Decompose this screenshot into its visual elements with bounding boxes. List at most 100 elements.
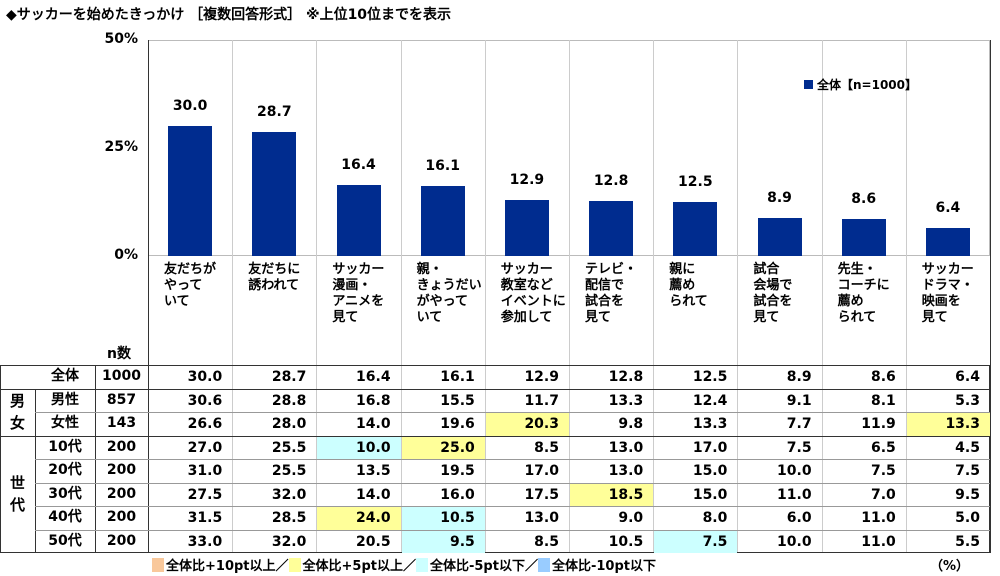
group-label: 男 女 [9,392,25,432]
n-value: 1000 [102,368,141,384]
table-cell: 11.0 [861,510,896,526]
footer-legend-item: 全体比-5pt以下／ [415,555,538,574]
table-cell: 31.5 [187,510,223,526]
table-cell: 11.0 [861,533,896,550]
table-cell: 26.6 [187,416,223,432]
row-label: 男性 [51,391,79,408]
table-cell: 6.5 [870,439,896,456]
table-cell: 15.5 [440,392,475,409]
category-label: 親に 薦め られて [669,262,708,309]
data-label: 16.1 [425,158,460,175]
bar [420,186,465,256]
table-cell: 7.5 [870,463,896,479]
table-cell: 13.3 [906,413,990,436]
table-cell: 13.5 [356,463,391,479]
table-cell: 25.0 [401,436,485,459]
column-divider [653,40,655,553]
table-cell: 32.0 [271,486,307,503]
row-label: 全体 [51,368,79,384]
table-cell: 30.0 [187,369,223,385]
table-cell: 13.0 [524,510,559,526]
table-cell: 11.7 [524,392,559,409]
column-divider [905,40,907,553]
table-cell: 8.5 [534,533,559,550]
table-cell: 12.9 [524,369,559,385]
table-cell: 11.9 [861,416,896,432]
n-value: 143 [106,415,137,431]
chart-title: ◆サッカーを始めたきっかけ ［複数回答形式］ ※上位10位までを表示 [6,7,452,23]
table-cell: 32.0 [271,533,307,550]
table-cell: 28.0 [271,416,307,432]
table-cell: 8.5 [534,439,559,456]
table-cell: 10.5 [608,533,644,550]
bar [252,132,297,256]
y-tick-label: 25% [104,139,138,155]
table-cell: 18.5 [570,483,654,506]
data-label: 8.9 [767,189,792,206]
n-value: 857 [106,391,137,408]
table-cell: 20.3 [485,413,569,436]
legend-swatch [152,557,164,572]
table-cell: 6.4 [955,369,980,385]
table-cell: 17.5 [524,486,559,503]
table-cell: 9.0 [618,510,644,526]
group-label: 世 代 [9,474,25,515]
n-value: 200 [106,462,137,478]
row-divider [35,529,990,531]
column-divider [484,40,486,553]
table-cell: 16.1 [440,369,475,385]
row-label: 40代 [48,509,82,525]
category-label: 親・ きょうだい がやって いて [416,262,482,325]
row-label: 女性 [51,415,79,431]
legend-swatch [804,80,813,89]
table-cell: 8.0 [702,510,728,526]
row-label: 30代 [48,485,82,502]
data-label: 12.5 [678,174,713,190]
table-cell: 28.5 [271,510,307,526]
table-cell: 30.6 [187,392,223,409]
table-cell: 10.0 [777,463,812,479]
unit-label: （%） [930,559,970,574]
table-cell: 10.0 [317,436,401,459]
category-label: 友だちが やって いて [164,262,217,309]
column-divider [316,40,318,553]
table-cell: 16.4 [356,369,391,385]
table-cell: 12.4 [692,392,728,409]
table-cell: 15.0 [692,486,728,503]
row-divider [35,412,990,413]
category-label: テレビ・ 配信で 試合を 見て [585,262,638,325]
category-label: サッカー 教室など イベントに 参加して [500,262,566,325]
table-cell: 8.6 [870,369,896,385]
footer-legend-label: 全体比-10pt以下 [551,559,656,574]
column-divider [400,40,402,553]
table-cell: 17.0 [692,439,728,456]
row-divider [35,506,990,507]
table-cell: 14.0 [356,416,391,432]
table-cell: 15.0 [692,463,728,479]
data-label: 12.8 [593,172,629,189]
column-divider [232,40,234,553]
data-label: 6.4 [935,200,961,217]
table-cell: 9.1 [786,392,812,409]
table-cell: 16.0 [440,486,475,503]
row-divider [35,459,990,460]
footer-legend-item: 全体比+10pt以上／ [152,555,289,574]
legend: 全体【n=1000】 [804,76,917,93]
category-label: サッカー 漫画・ アニメを 見て [332,262,385,325]
y-tick-label: 50% [104,31,138,47]
table-cell: 31.0 [187,463,223,479]
table-cell: 6.0 [786,510,812,526]
category-label: サッカー ドラマ・ 映画を 見て [921,262,974,325]
n-value: 200 [106,485,137,502]
column-divider [737,40,739,553]
table-cell: 8.1 [870,392,896,409]
data-label: 30.0 [172,98,208,115]
data-label: 8.6 [851,190,877,207]
footer-legend-label: 全体比-5pt以下／ [429,559,538,574]
row-divider [35,482,990,484]
table-cell: 13.0 [608,463,644,479]
column-divider [148,40,149,553]
row-label: 20代 [48,462,82,478]
table-cell: 25.5 [271,463,307,479]
table-cell: 7.0 [870,486,896,503]
